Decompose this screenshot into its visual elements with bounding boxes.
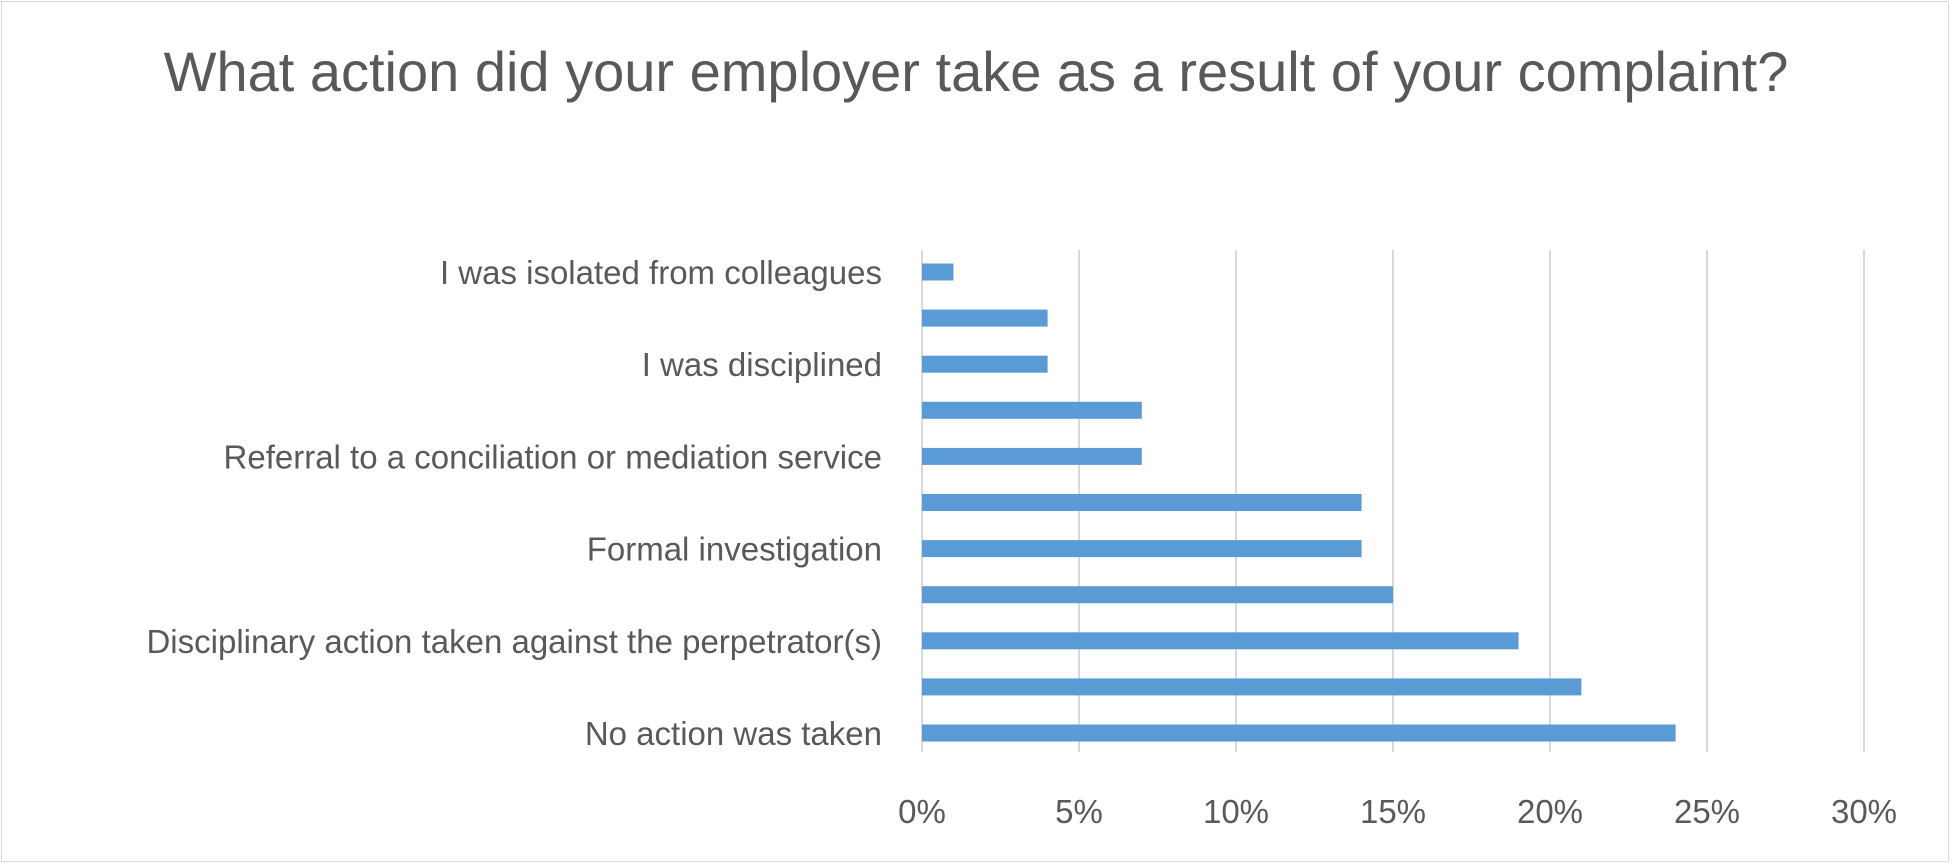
x-tick-label: 0%: [898, 793, 946, 830]
x-axis-ticks: 0% 5% 10% 15% 20% 25% 30%: [898, 793, 1897, 830]
bar: [922, 447, 1142, 465]
x-tick-label: 30%: [1831, 793, 1897, 830]
bar: [922, 632, 1519, 650]
x-tick-label: 20%: [1517, 793, 1583, 830]
x-tick-label: 15%: [1360, 793, 1426, 830]
bar: [922, 724, 1676, 742]
bar: [922, 263, 954, 281]
bar: [922, 401, 1142, 419]
bar: [922, 586, 1393, 604]
x-tick-label: 25%: [1674, 793, 1740, 830]
bar: [922, 494, 1362, 511]
category-label: Formal investigation: [587, 531, 882, 568]
bar: [922, 355, 1048, 373]
category-label: Disciplinary action taken against the pe…: [146, 623, 882, 660]
x-tick-label: 10%: [1203, 793, 1269, 830]
x-tick-label: 5%: [1055, 793, 1103, 830]
chart-title: What action did your employer take as a …: [163, 40, 1789, 103]
bar: [922, 678, 1582, 696]
gridlines: [921, 250, 1865, 752]
category-labels: No action was taken Disciplinary action t…: [146, 254, 882, 752]
bars: [922, 263, 1676, 742]
category-label: No action was taken: [585, 715, 882, 752]
bar: [922, 540, 1362, 558]
bar: [922, 309, 1048, 327]
category-label: I was isolated from colleagues: [440, 254, 882, 291]
category-label: I was disciplined: [642, 346, 882, 383]
category-label: Referral to a conciliation or mediation …: [224, 438, 882, 475]
